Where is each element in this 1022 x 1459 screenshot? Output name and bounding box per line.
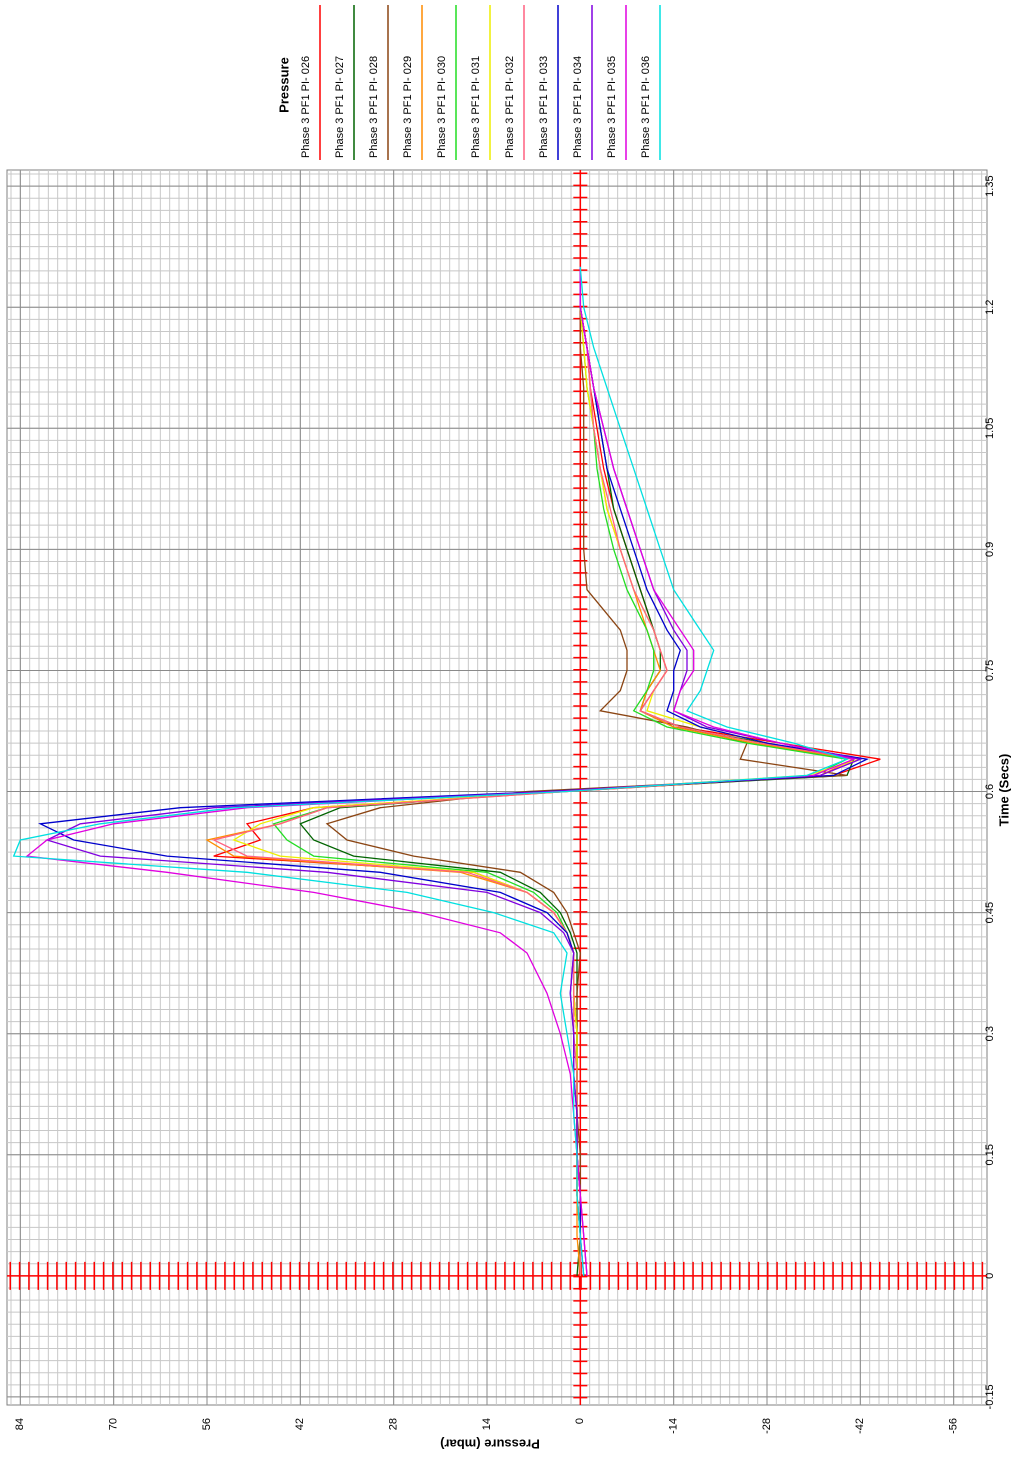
- x-tick-label: 0.15: [984, 1144, 996, 1165]
- legend-label: Phase 3 PF1 PI- 036: [640, 56, 652, 158]
- y-tick-label: -14: [668, 1418, 680, 1434]
- lines: [12, 266, 881, 1276]
- y-tick-label: -42: [854, 1418, 866, 1434]
- legend-label: Phase 3 PF1 PI- 034: [572, 56, 584, 158]
- x-tick-label: 1.2: [984, 300, 996, 315]
- y-tick-label: 84: [14, 1418, 26, 1430]
- legend-label: Phase 3 PF1 PI- 029: [402, 56, 414, 158]
- plot-area: [6, 169, 988, 1406]
- x-axis-title: Time (Secs): [996, 754, 1011, 827]
- legend-label: Phase 3 PF1 PI- 032: [504, 56, 516, 158]
- legend-label: Phase 3 PF1 PI- 026: [300, 56, 312, 158]
- legend-label: Phase 3 PF1 PI- 027: [334, 56, 346, 158]
- y-tick-label: 56: [201, 1418, 213, 1430]
- x-tick-label: 0: [984, 1273, 996, 1279]
- x-tick-label: 0.6: [984, 784, 996, 799]
- x-tick-label: 0.75: [984, 660, 996, 681]
- x-tick-label: 0.3: [984, 1026, 996, 1041]
- y-tick-label: 70: [108, 1418, 120, 1430]
- y-axis-title: Pressure (mbar): [440, 1437, 540, 1452]
- legend-label: Phase 3 PF1 PI- 028: [368, 56, 380, 158]
- legend: Phase 3 PF1 PI- 026 Phase 3 PF1 PI- 027 Ph…: [300, 5, 661, 160]
- y-tick-label: -28: [761, 1418, 773, 1434]
- y-tick-label: 28: [388, 1418, 400, 1430]
- legend-label: Phase 3 PF1 PI- 030: [436, 56, 448, 158]
- legend-label: Phase 3 PF1 PI- 033: [538, 56, 550, 158]
- legend-title: Pressure: [276, 57, 291, 113]
- y-tick-label: 0: [574, 1418, 586, 1424]
- y-tick-label: 42: [294, 1418, 306, 1430]
- legend-label: Phase 3 PF1 PI- 035: [606, 56, 618, 158]
- legend-label: Phase 3 PF1 PI- 031: [470, 56, 482, 158]
- labels: Time (Secs) Pressure (mbar) Pressure: [276, 57, 1011, 1451]
- x-tick-label: -0.15: [984, 1384, 996, 1409]
- y-tick-label: -56: [948, 1418, 960, 1434]
- y-tick-label: 14: [481, 1418, 493, 1430]
- series-line: [12, 266, 849, 1276]
- x-tick-label: 0.45: [984, 902, 996, 923]
- x-tick-label: 1.05: [984, 418, 996, 439]
- x-tick-label: 0.9: [984, 542, 996, 557]
- x-tick-label: 1.35: [984, 175, 996, 196]
